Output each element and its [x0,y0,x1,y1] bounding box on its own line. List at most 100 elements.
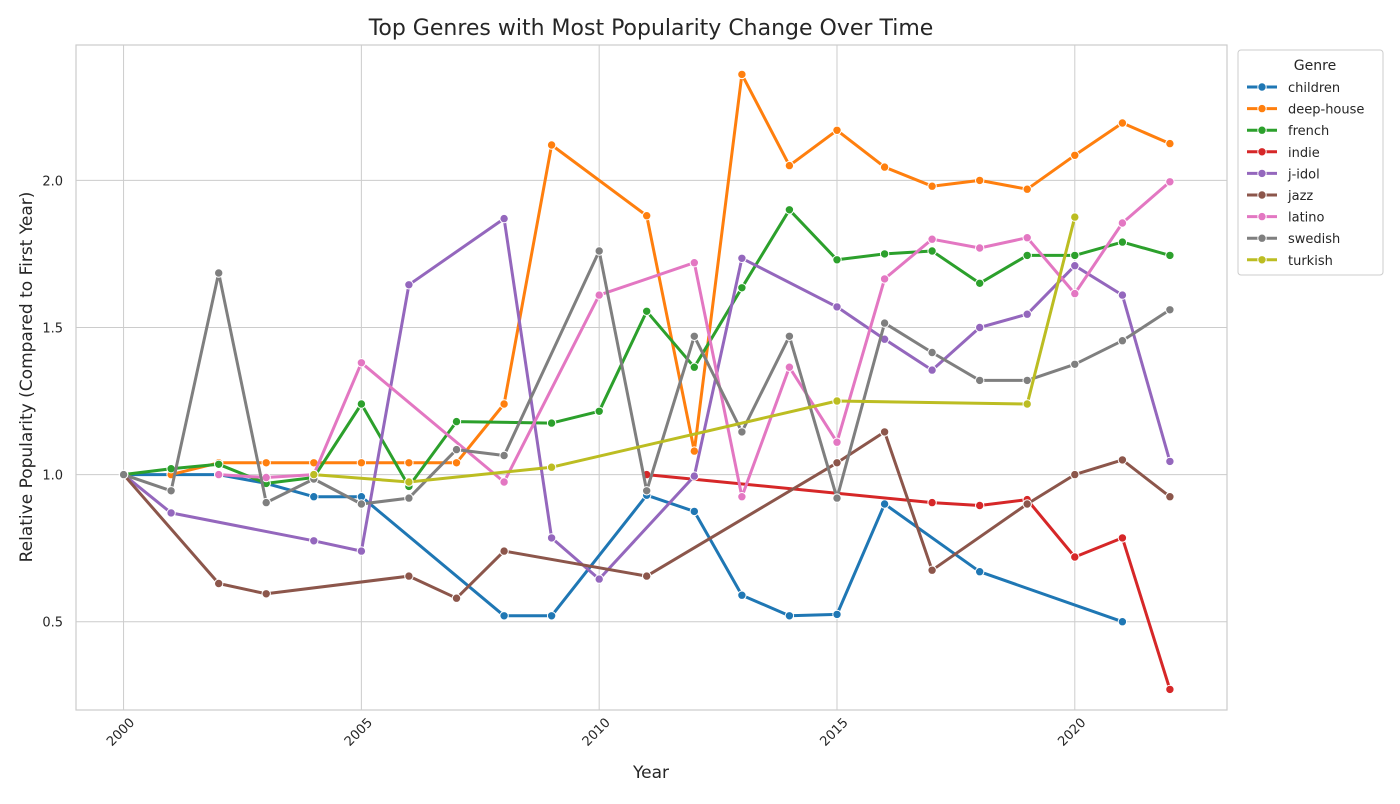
data-point-indie [1117,533,1128,543]
data-point-french [784,205,795,215]
y-tick-label: 1.5 [42,321,63,336]
data-point-deep-house [927,181,937,191]
data-point-swedish [451,444,462,455]
legend-label: french [1288,124,1329,139]
series-jazz [118,427,1175,603]
data-point-swedish [689,331,699,341]
y-tick-label: 1.0 [42,469,63,484]
data-point-j-idol [1070,261,1080,271]
data-point-french [737,283,747,293]
data-point-j-idol [356,546,367,556]
data-point-french [832,255,842,265]
data-point-deep-house [832,125,842,136]
data-point-swedish [166,486,176,496]
legend-item-children: children [1247,81,1340,96]
data-point-swedish [1070,359,1080,369]
data-point-french [689,362,699,372]
data-point-latino [499,477,509,487]
data-point-j-idol [1022,309,1032,319]
y-axis-label: Relative Popularity (Compared to First Y… [17,192,37,563]
data-point-deep-house [546,140,557,150]
data-point-french [1022,250,1032,261]
data-point-j-idol [927,365,937,375]
data-point-latino [1165,177,1175,187]
data-point-children [1117,617,1128,627]
data-point-latino [261,472,271,483]
data-point-jazz [451,593,462,603]
y-tick-label: 2.0 [42,174,63,189]
data-point-swedish [642,486,652,496]
data-point-deep-house [1070,150,1080,161]
legend-swatch-marker [1257,82,1267,92]
data-point-latino [356,358,367,368]
data-point-deep-house [975,175,985,186]
data-point-deep-house [784,160,795,171]
data-point-swedish [1165,305,1175,315]
data-point-deep-house [689,446,699,456]
data-point-j-idol [594,574,604,584]
data-point-jazz [261,589,271,599]
legend-item-j-idol: j-idol [1247,167,1320,182]
data-point-swedish [975,375,985,386]
data-point-swedish [356,499,367,509]
data-point-j-idol [546,533,557,543]
data-point-jazz [1165,492,1175,502]
data-point-deep-house [451,458,462,468]
data-point-deep-house [1117,118,1128,128]
legend: Genre children deep-house french indie j-ido… [1237,49,1384,276]
legend-swatch-marker [1257,233,1267,243]
series-line-j-idol [122,217,1172,581]
data-point-swedish [879,318,890,328]
legend-label: indie [1288,146,1320,161]
data-point-swedish [737,427,747,437]
data-point-jazz [404,571,414,581]
data-point-latino [975,243,985,253]
data-point-deep-house [737,69,747,80]
data-point-jazz [1070,469,1080,480]
data-point-swedish [1117,336,1128,346]
legend-label: latino [1288,211,1325,226]
series-turkish [309,212,1080,487]
data-point-children [737,590,747,600]
data-point-children [784,611,795,621]
legend-swatch-marker [1257,190,1267,200]
data-point-deep-house [356,458,367,468]
data-point-french [879,249,890,259]
data-point-deep-house [499,399,509,409]
y-tick-label: 0.5 [42,616,63,631]
data-point-french [356,399,367,409]
data-point-jazz [642,571,652,581]
data-point-j-idol [404,280,414,290]
data-point-turkish [309,469,319,480]
data-point-children [689,506,699,517]
data-point-children [879,499,890,509]
data-point-indie [1165,684,1175,695]
legend-swatch-marker [1257,147,1267,157]
legend-label: swedish [1288,232,1340,247]
legend-item-swedish: swedish [1247,232,1340,247]
data-point-latino [737,492,747,502]
data-point-children [975,567,985,577]
legend-label: deep-house [1288,103,1364,118]
legend-swatch-marker [1257,125,1267,135]
data-point-indie [975,500,985,511]
data-point-indie [1070,552,1080,562]
data-point-jazz [499,546,509,556]
legend-item-turkish: turkish [1247,254,1333,269]
grid-lines [76,45,1227,710]
data-point-swedish [118,469,129,480]
data-point-latino [1117,218,1128,228]
series-deep-house [166,69,1175,480]
data-point-french [1165,250,1175,261]
data-point-deep-house [879,162,890,172]
legend-frame [1237,49,1384,276]
data-point-latino [594,290,604,300]
data-point-turkish [546,462,557,472]
legend-item-latino: latino [1247,211,1325,226]
data-point-french [642,306,652,316]
series-line-french [122,208,1172,488]
legend-swatch-marker [1257,255,1267,265]
data-point-turkish [1022,399,1032,409]
data-point-j-idol [737,253,747,263]
